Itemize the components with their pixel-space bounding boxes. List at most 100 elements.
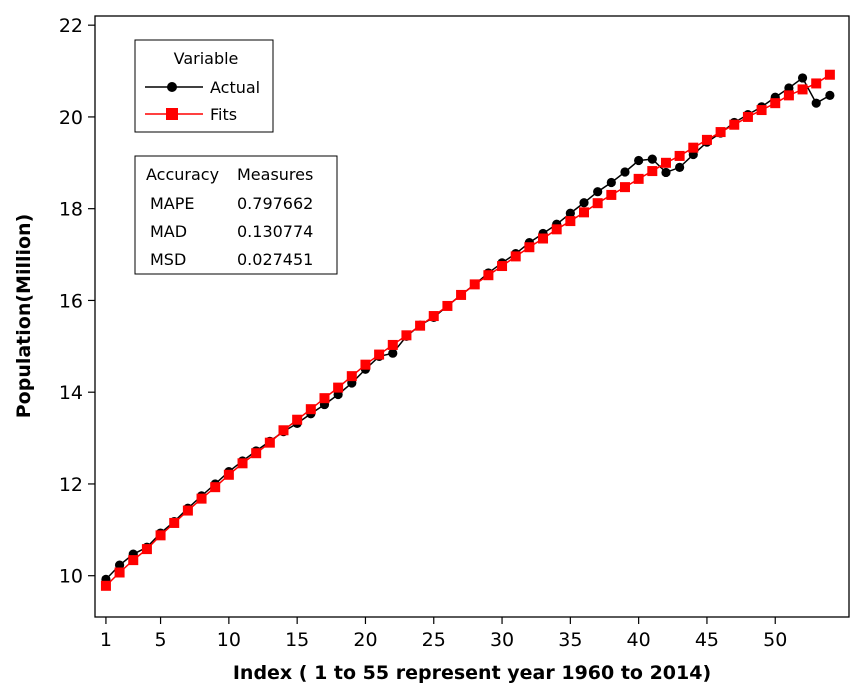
point-fits: [374, 349, 385, 360]
accuracy-header-right: Measures: [237, 165, 313, 184]
point-fits: [141, 544, 152, 555]
point-fits: [756, 105, 767, 116]
point-fits: [114, 567, 125, 578]
accuracy-mape-label: MAPE: [150, 194, 195, 213]
x-axis: 1 5 10 15 20 25 30 35 40 45 50: [100, 617, 787, 651]
point-fits: [579, 207, 590, 218]
x-tick-label: 40: [627, 629, 651, 651]
legend-actual-marker: [167, 82, 177, 92]
legend-box: [134, 39, 274, 133]
series-fits: [100, 69, 835, 591]
point-actual: [661, 167, 671, 178]
x-tick-label: 5: [155, 629, 167, 651]
point-fits: [292, 414, 303, 425]
point-fits: [182, 505, 193, 516]
point-fits: [346, 371, 357, 382]
y-tick-label: 20: [59, 107, 83, 129]
x-axis-title: Index ( 1 to 55 represent year 1960 to 2…: [233, 662, 711, 684]
x-tick-label: 20: [353, 629, 377, 651]
y-tick-label: 22: [59, 15, 83, 37]
point-fits: [237, 458, 248, 469]
point-fits: [223, 469, 234, 480]
point-fits: [510, 251, 521, 262]
point-fits: [428, 311, 439, 322]
x-tick-label: 50: [763, 629, 787, 651]
y-tick-label: 10: [59, 566, 83, 588]
accuracy-msd-label: MSD: [150, 250, 186, 269]
x-tick-label: 25: [422, 629, 446, 651]
point-fits: [606, 189, 617, 200]
point-fits: [647, 166, 658, 177]
point-fits: [128, 555, 139, 566]
point-actual: [565, 208, 575, 218]
point-fits: [688, 142, 699, 153]
point-fits: [210, 482, 221, 493]
point-fits: [633, 173, 644, 184]
point-fits: [305, 404, 316, 415]
point-fits: [742, 111, 753, 122]
point-fits: [360, 359, 371, 370]
legend-title: Variable: [174, 49, 239, 68]
point-fits: [401, 330, 412, 341]
legend-fits-marker: [166, 108, 178, 120]
point-fits: [524, 242, 535, 253]
point-fits: [797, 84, 808, 95]
point-fits: [169, 517, 180, 528]
point-actual: [579, 198, 589, 208]
y-tick-label: 16: [59, 290, 83, 312]
x-tick-label: 45: [695, 629, 719, 651]
point-fits: [155, 530, 166, 541]
point-actual: [647, 154, 657, 164]
point-actual: [620, 167, 630, 177]
point-actual: [784, 83, 794, 93]
point-actual: [388, 348, 398, 358]
point-fits: [442, 300, 453, 311]
point-fits: [551, 224, 562, 235]
accuracy-measures-box: Accuracy Measures MAPE 0.797662 MAD 0.13…: [134, 155, 338, 275]
point-fits: [538, 233, 549, 244]
accuracy-msd-value: 0.027451: [237, 250, 313, 269]
accuracy-mad-label: MAD: [150, 222, 187, 241]
x-tick-label: 15: [285, 629, 309, 651]
point-actual: [606, 177, 616, 188]
point-actual: [797, 73, 808, 83]
y-tick-label: 18: [59, 199, 83, 221]
point-actual: [675, 162, 685, 172]
accuracy-mape-value: 0.797662: [237, 194, 313, 213]
point-fits: [483, 270, 494, 281]
point-fits: [565, 216, 576, 227]
point-fits: [278, 425, 289, 436]
point-fits: [456, 289, 467, 300]
point-fits: [701, 134, 712, 145]
legend-fits-label: Fits: [210, 105, 237, 124]
y-tick-label: 12: [59, 474, 83, 496]
point-fits: [497, 261, 508, 272]
series-layer: [100, 69, 835, 591]
point-fits: [674, 150, 685, 161]
point-fits: [660, 157, 671, 168]
point-actual: [593, 187, 603, 197]
y-tick-label: 14: [59, 382, 83, 404]
point-actual: [825, 90, 835, 100]
point-actual: [634, 155, 644, 166]
point-fits: [592, 198, 603, 209]
point-fits: [415, 320, 426, 331]
point-fits: [387, 339, 398, 350]
accuracy-frame: [134, 155, 338, 275]
point-fits: [469, 279, 480, 290]
point-fits: [715, 127, 726, 138]
point-fits: [196, 493, 207, 504]
point-fits: [619, 182, 630, 193]
x-tick-label: 35: [558, 629, 582, 651]
point-actual: [811, 98, 821, 108]
point-fits: [824, 69, 835, 80]
point-fits: [729, 119, 740, 130]
accuracy-header-left: Accuracy: [146, 165, 219, 184]
point-fits: [264, 437, 275, 448]
point-fits: [100, 580, 111, 591]
point-fits: [319, 393, 330, 404]
x-tick-label: 1: [100, 629, 112, 651]
point-fits: [783, 90, 794, 101]
x-tick-label: 30: [490, 629, 514, 651]
